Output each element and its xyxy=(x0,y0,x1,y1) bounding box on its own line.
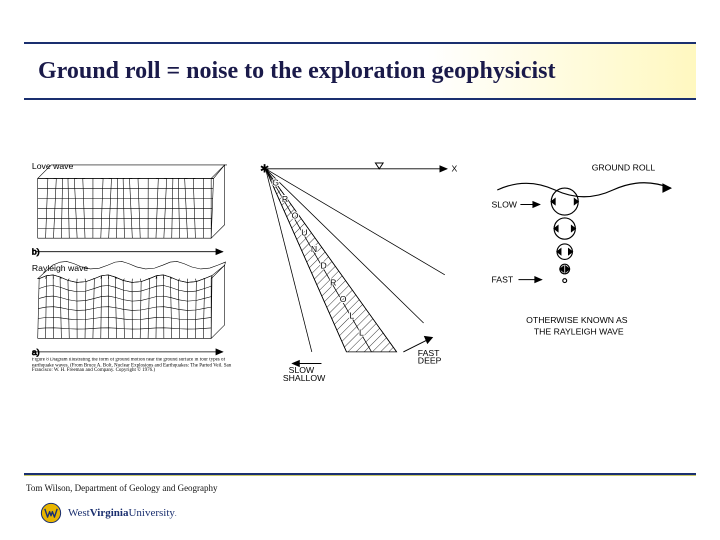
svg-text:O: O xyxy=(292,211,299,221)
depth-circles xyxy=(551,188,578,282)
ground-surface-wave xyxy=(497,183,670,197)
left-diagram-svg: Love wave b) Rayleigh wave xyxy=(30,140,242,400)
x-axis xyxy=(266,163,447,172)
slow-arrow-right xyxy=(520,202,539,208)
svg-text:L: L xyxy=(349,311,354,321)
svg-text:N: N xyxy=(311,244,317,254)
title-bar: Ground roll = noise to the exploration g… xyxy=(24,42,696,100)
svg-text:G: G xyxy=(272,177,279,187)
slow-label: SLOW SHALLOW xyxy=(283,365,326,383)
svg-text:O: O xyxy=(340,294,347,304)
left-diagram: Love wave b) Rayleigh wave xyxy=(30,140,242,400)
love-wave-label: Love wave xyxy=(32,161,74,171)
wvu-shield-icon xyxy=(40,502,62,524)
wvu-name: WestVirginiaUniversity. xyxy=(68,507,177,519)
rayleigh-wave-label: Rayleigh wave xyxy=(32,263,88,273)
center-diagram-svg: ✱ X xyxy=(254,140,466,400)
svg-text:a): a) xyxy=(32,347,40,357)
right-diagram: GROUND ROLL SLOW FAST xyxy=(478,140,690,400)
page-title: Ground roll = noise to the exploration g… xyxy=(38,58,556,85)
svg-text:D: D xyxy=(320,261,326,271)
x-axis-label: X xyxy=(452,164,458,174)
footer-rule xyxy=(24,473,696,476)
slow-label-right: SLOW xyxy=(491,199,517,209)
fast-label-right: FAST xyxy=(491,275,513,285)
left-caption: Figure 8 Diagram illustrating the form o… xyxy=(32,358,234,397)
center-diagram: ✱ X xyxy=(254,140,466,400)
fast-label: FAST DEEP xyxy=(418,348,442,366)
footer-text: Tom Wilson, Department of Geology and Ge… xyxy=(26,483,218,493)
right-caption: OTHERWISE KNOWN AS THE RAYLEIGH WAVE xyxy=(526,315,630,337)
right-diagram-svg: GROUND ROLL SLOW FAST xyxy=(478,140,690,400)
propagation-arrow-top: b) xyxy=(32,247,223,257)
propagation-arrow-bottom: a) xyxy=(32,347,223,357)
slide: Ground roll = noise to the exploration g… xyxy=(0,0,720,540)
svg-text:L: L xyxy=(359,327,364,337)
svg-text:U: U xyxy=(301,227,307,237)
svg-text:b): b) xyxy=(32,247,40,257)
content-row: Love wave b) Rayleigh wave xyxy=(30,140,690,400)
fast-arrow-right xyxy=(518,277,541,283)
svg-text:R: R xyxy=(330,277,336,287)
svg-text:R: R xyxy=(282,194,288,204)
love-wave-block xyxy=(38,165,227,238)
wvu-logo: WestVirginiaUniversity. xyxy=(40,502,177,524)
rayleigh-wave-block xyxy=(38,261,226,338)
ground-roll-top-label: GROUND ROLL xyxy=(592,163,656,173)
